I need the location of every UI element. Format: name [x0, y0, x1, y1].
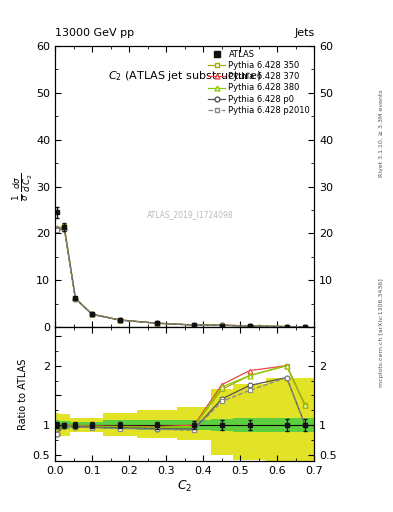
Legend: ATLAS, Pythia 6.428 350, Pythia 6.428 370, Pythia 6.428 380, Pythia 6.428 p0, Py: ATLAS, Pythia 6.428 350, Pythia 6.428 37…: [208, 50, 310, 115]
Text: 13000 GeV pp: 13000 GeV pp: [55, 28, 134, 38]
Y-axis label: $\frac{1}{\sigma}\,\frac{d\sigma}{d\,C_2}$: $\frac{1}{\sigma}\,\frac{d\sigma}{d\,C_2…: [11, 173, 35, 201]
Text: Jets: Jets: [294, 28, 314, 38]
Text: $C_2$ (ATLAS jet substructure): $C_2$ (ATLAS jet substructure): [108, 69, 261, 82]
X-axis label: $C_2$: $C_2$: [177, 478, 193, 494]
Text: ATLAS_2019_I1724098: ATLAS_2019_I1724098: [147, 210, 233, 219]
Text: mcplots.cern.ch [arXiv:1306.3436]: mcplots.cern.ch [arXiv:1306.3436]: [379, 279, 384, 387]
Text: Rivet 3.1.10, ≥ 3.3M events: Rivet 3.1.10, ≥ 3.3M events: [379, 89, 384, 177]
Y-axis label: Ratio to ATLAS: Ratio to ATLAS: [18, 358, 28, 430]
